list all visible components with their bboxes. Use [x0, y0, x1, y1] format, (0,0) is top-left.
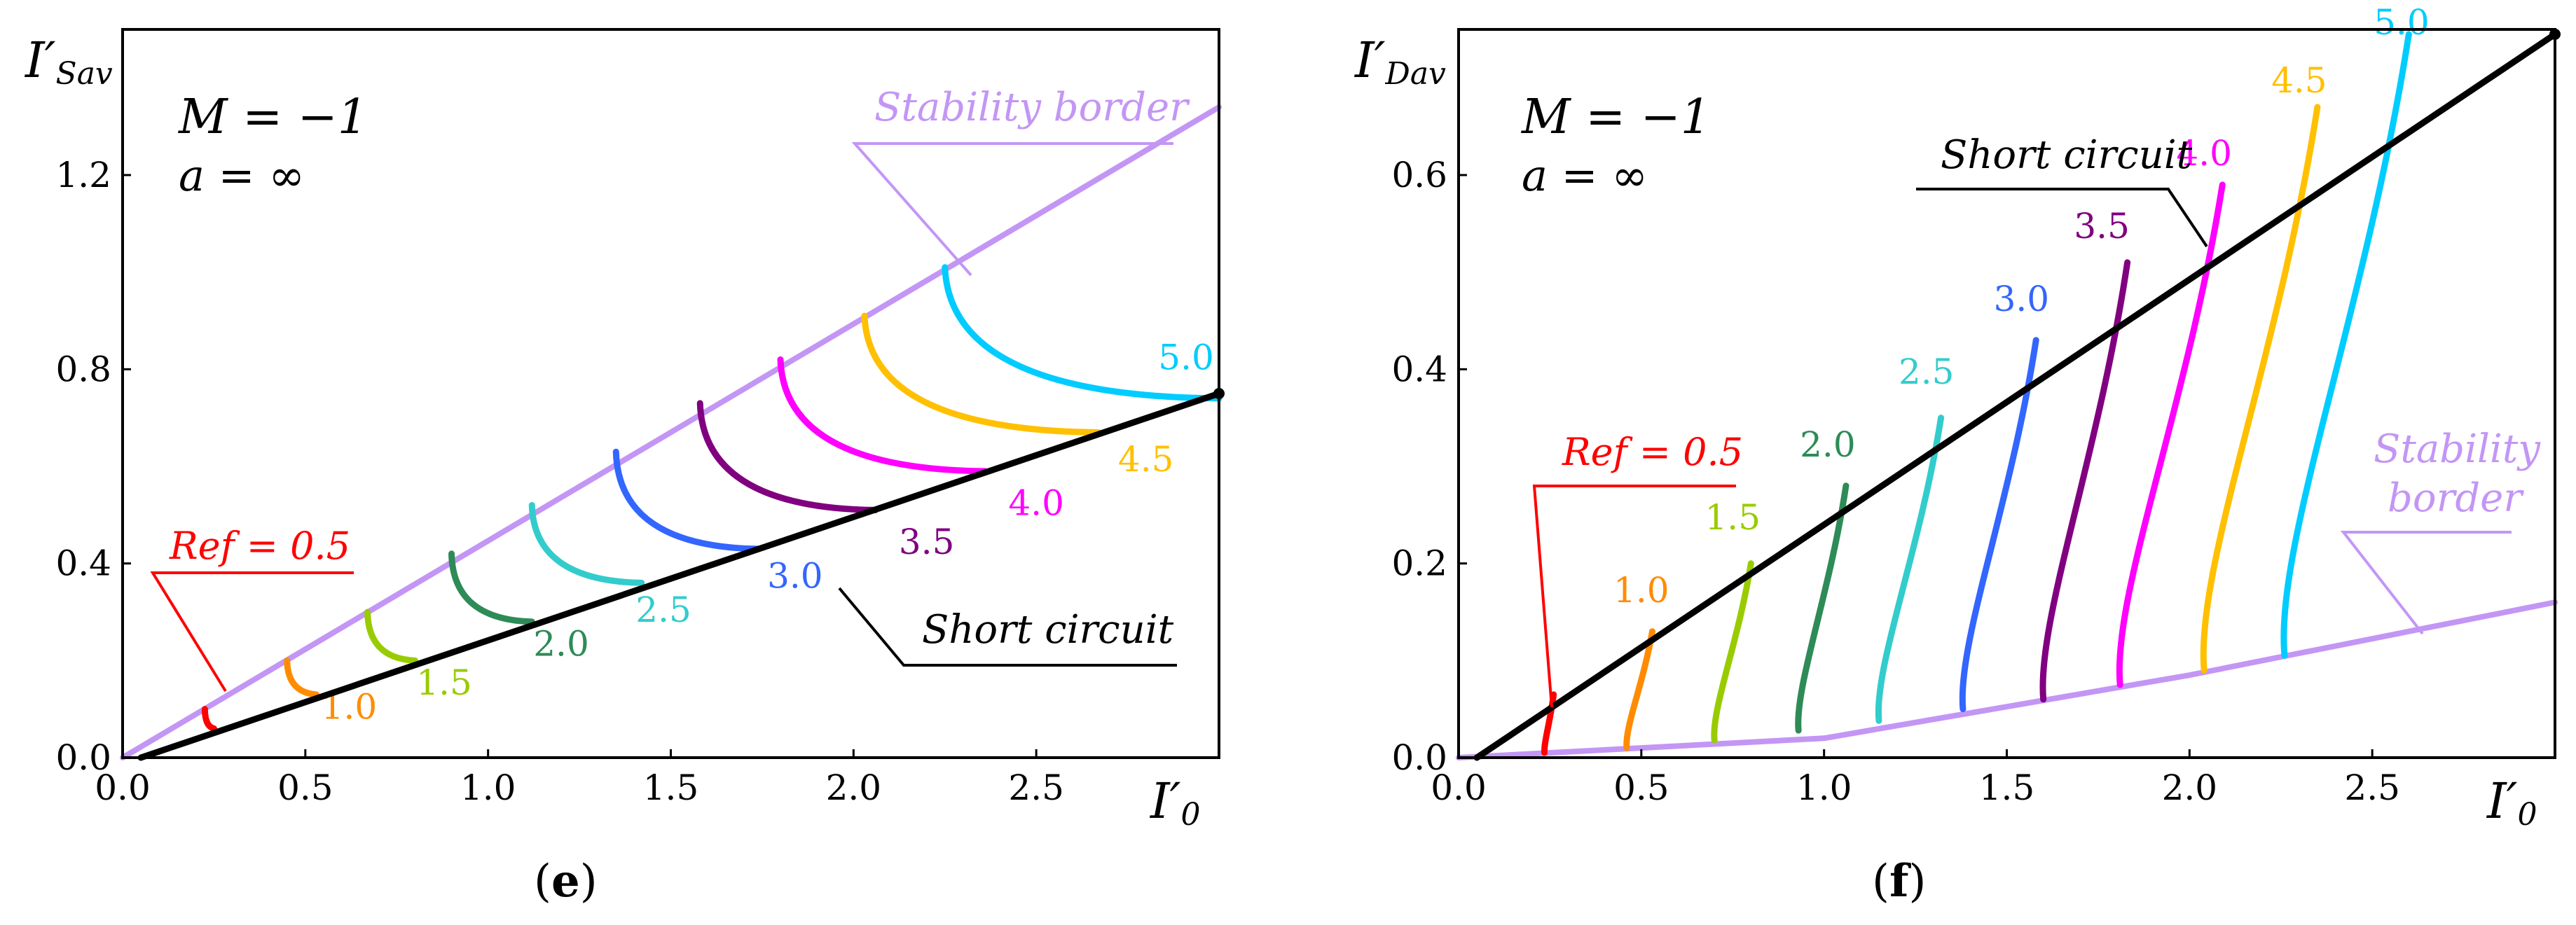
- f-short-circuit-label: Short circuit: [1941, 132, 2193, 178]
- e-curve-ref-2: [448, 550, 535, 625]
- e-curve-label-4: 4.0: [1008, 482, 1064, 523]
- e-curve-ref-2-5: [528, 501, 645, 586]
- e-y-tick-label: 0.4: [55, 543, 111, 584]
- e-x-tick-label: 0.5: [277, 767, 333, 808]
- f-x-tick-label: 1.0: [1796, 767, 1852, 808]
- f-y-tick-label: 0.0: [1391, 737, 1447, 778]
- e-curve-label-4-5: 4.5: [1118, 439, 1174, 480]
- e-ticks: 0.0 0.5 1.0 1.5 2.0 2.5 0.0 0.4 0.8 1.2: [55, 155, 1063, 808]
- f-y-tick-label: 0.2: [1391, 543, 1447, 584]
- f-x-tick-label: 1.5: [1979, 767, 2035, 808]
- f-curve-label-3: 3.0: [1994, 279, 2050, 319]
- f-ref-label: Ref = 0.5: [1562, 430, 1743, 474]
- f-curve-label-4-5: 4.5: [2271, 60, 2327, 101]
- f-curve-ref-1: [1623, 628, 1655, 751]
- f-ticks: 0.0 0.5 1.0 1.5 2.0 2.5 0.0 0.2 0.4 0.6: [1391, 155, 2399, 808]
- f-short-circuit-line: [1473, 31, 2558, 761]
- f-curve-ref-1-5: [1711, 560, 1754, 744]
- e-x-tick-label: 1.0: [460, 767, 516, 808]
- e-curve-label-5: 5.0: [1158, 337, 1214, 377]
- e-y-tick-label: 1.2: [55, 155, 111, 195]
- f-curve-ref-4-5: [2200, 104, 2321, 674]
- f-curve-ref-5: [2280, 31, 2412, 659]
- f-curves: 1.0 1.5 2.0 2.5 3.0 3.5 4.0 4.5 5.0: [1456, 2, 2561, 761]
- f-curve-ref-3: [1959, 337, 2039, 713]
- f-curve-ref-3-5: [2039, 259, 2131, 703]
- e-x-tick-label: 2.5: [1008, 767, 1064, 808]
- e-stability-border-line: [120, 104, 1222, 760]
- f-x-tick-label: 2.5: [2344, 767, 2400, 808]
- e-curve-ref-4: [777, 356, 989, 475]
- f-plot-frame: [1457, 28, 2556, 759]
- e-curve-ref-0-5: [201, 706, 217, 732]
- e-y-tick-label: 0.0: [55, 737, 111, 778]
- e-x-tick-label: 1.5: [643, 767, 699, 808]
- f-x-tick-label: 2.0: [2162, 767, 2218, 808]
- f-param-m: M = −1: [1520, 90, 1711, 145]
- f-curve-label-4: 4.0: [2176, 133, 2232, 174]
- e-x-tick-label: 2.0: [826, 767, 882, 808]
- e-short-circuit-label: Short circuit: [922, 607, 1174, 653]
- e-curves: 1.01.52.02.53.03.54.04.55.0: [120, 104, 1225, 761]
- f-curve-label-1-5: 1.5: [1704, 497, 1761, 538]
- e-curve-label-2-5: 2.5: [635, 590, 691, 630]
- f-x-tick-label: 0.5: [1613, 767, 1669, 808]
- f-curve-ref-4: [2116, 181, 2226, 688]
- e-curve-label-2: 2.0: [533, 623, 589, 664]
- f-curve-ref-2: [1795, 482, 1850, 734]
- e-ref-leader: [150, 571, 354, 693]
- e-short-circuit-leader: [838, 587, 1177, 667]
- f-stability-label-line2: border: [2388, 475, 2524, 521]
- panel-f: 1.0 1.5 2.0 2.5 3.0 3.5 4.0 4.5 5.0 0.0 0.5 1.0 1.5…: [1354, 2, 2561, 907]
- e-curve-label-3-5: 3.5: [899, 522, 955, 562]
- f-param-a: a = ∞: [1522, 150, 1648, 201]
- f-stability-leader: [2340, 531, 2512, 635]
- f-ref-leader: [1532, 485, 1736, 708]
- f-curve-label-2-5: 2.5: [1899, 352, 1955, 392]
- e-curve-ref-1-5: [364, 608, 418, 664]
- e-curve-ref-3: [612, 448, 762, 552]
- e-curve-label-1-5: 1.5: [416, 662, 472, 703]
- f-stability-border-line: [1456, 599, 2558, 760]
- f-curve-label-5: 5.0: [2374, 2, 2430, 43]
- f-x-tick-label: 0.0: [1431, 767, 1487, 808]
- e-curve-label-3: 3.0: [767, 555, 823, 596]
- f-curve-label-3-5: 3.5: [2074, 206, 2130, 246]
- e-curve-ref-3-5: [696, 400, 879, 513]
- f-y-tick-label: 0.4: [1391, 349, 1447, 389]
- e-x-axis-title: I′0: [1149, 772, 1201, 833]
- e-y-axis-title: I′Sav: [24, 32, 113, 92]
- f-curve-ref-2-5: [1875, 415, 1945, 724]
- f-stability-label-line1: Stability: [2374, 426, 2541, 472]
- e-param-m: M = −1: [177, 90, 368, 145]
- e-stability-label: Stability border: [874, 85, 1190, 130]
- e-stability-leader: [851, 142, 1173, 277]
- e-x-tick-label: 0.0: [95, 767, 151, 808]
- e-curve-ref-5: [942, 264, 1222, 402]
- e-caption: (e): [534, 855, 598, 907]
- panel-e: 1.0 1.5 2.0 2.5 3.0 3.5 4.0 4.5 5.0 0.0 0.5 1.0 1.5…: [24, 28, 1225, 907]
- e-curve-ref-4-5: [861, 312, 1102, 436]
- e-param-a: a = ∞: [179, 150, 305, 201]
- e-ref-label: Ref = 0.5: [169, 524, 350, 568]
- e-plot-frame: [121, 28, 1220, 759]
- e-curve-ref-1: [284, 657, 319, 698]
- f-y-axis-title: I′Dav: [1354, 32, 1446, 92]
- f-x-axis-title: I′0: [2486, 772, 2537, 833]
- f-curve-label-2: 2.0: [1800, 424, 1856, 465]
- f-caption: (f): [1872, 855, 1926, 907]
- e-y-tick-label: 0.8: [55, 349, 111, 389]
- f-y-tick-label: 0.6: [1391, 155, 1447, 195]
- e-short-circuit-line: [137, 390, 1222, 761]
- f-curve-label-1: 1.0: [1613, 570, 1669, 611]
- f-short-circuit-leader: [1916, 188, 2208, 248]
